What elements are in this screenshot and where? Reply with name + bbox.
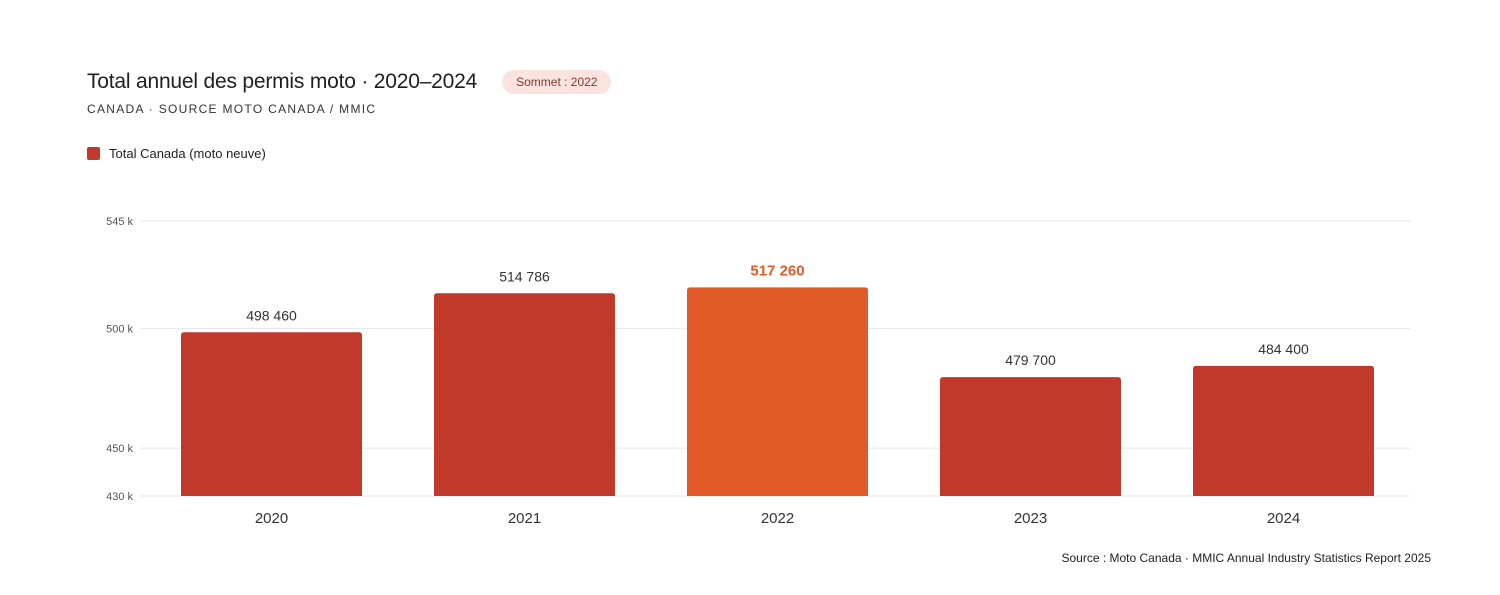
bar-2022 — [687, 287, 868, 496]
bar-2020 — [181, 332, 362, 496]
title-row: Total annuel des permis moto · 2020–2024… — [87, 70, 612, 94]
peak-badge: Sommet : 2022 — [502, 70, 612, 94]
y-tick-label: 545 k — [106, 216, 133, 228]
chart-header: Total annuel des permis moto · 2020–2024… — [87, 70, 612, 116]
bar-2023 — [940, 377, 1121, 496]
value-label: 498 460 — [246, 307, 297, 323]
legend-label: Total Canada (moto neuve) — [109, 146, 266, 161]
bar-2024 — [1193, 365, 1374, 496]
x-tick-label: 2020 — [255, 510, 288, 527]
source-note: Source : Moto Canada · MMIC Annual Indus… — [1061, 551, 1431, 565]
value-label: 517 260 — [750, 262, 804, 279]
legend-swatch — [87, 147, 100, 160]
x-tick-label: 2024 — [1267, 510, 1300, 527]
x-tick-label: 2023 — [1014, 510, 1047, 527]
chart-subtitle: CANADA · SOURCE MOTO CANADA / MMIC — [87, 102, 377, 116]
chart-title: Total annuel des permis moto · 2020–2024 — [87, 70, 478, 93]
value-label: 484 400 — [1258, 341, 1309, 357]
y-tick-label: 500 k — [106, 324, 133, 336]
x-tick-label: 2021 — [508, 510, 541, 527]
value-label: 479 700 — [1005, 352, 1056, 368]
x-tick-label: 2022 — [761, 510, 794, 527]
legend: Total Canada (moto neuve) — [87, 146, 266, 161]
bar-2021 — [434, 293, 615, 496]
y-tick-label: 430 k — [106, 491, 133, 503]
y-tick-label: 450 k — [106, 443, 133, 455]
value-label: 514 786 — [499, 268, 550, 284]
